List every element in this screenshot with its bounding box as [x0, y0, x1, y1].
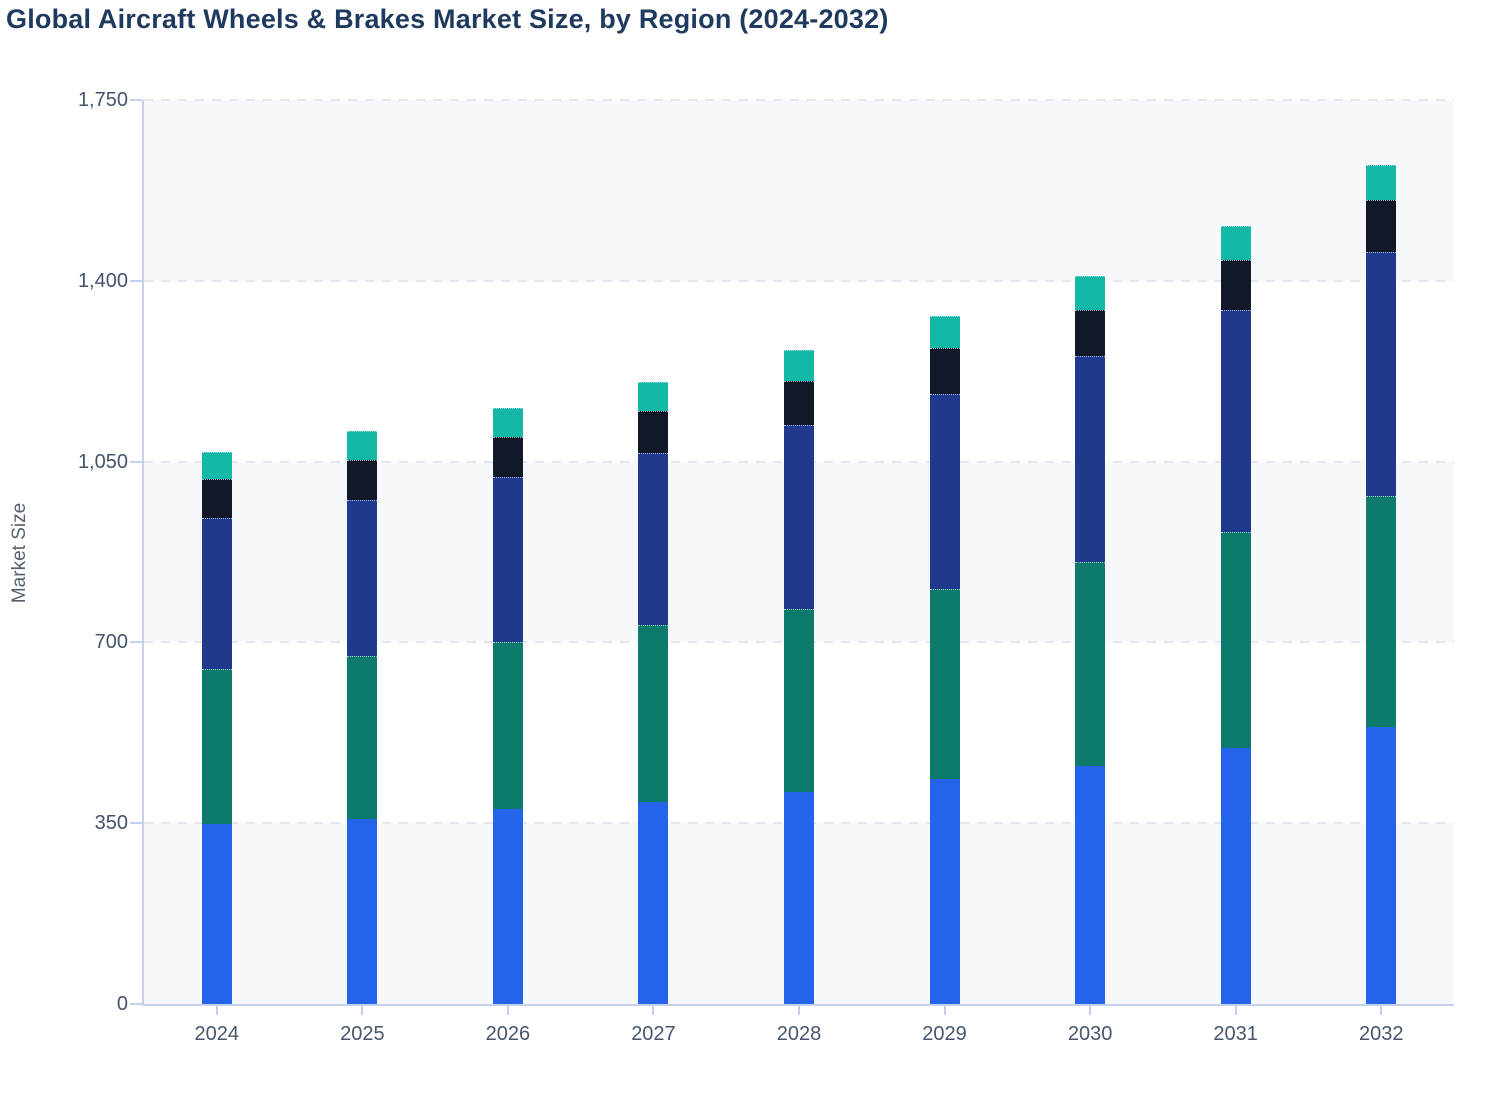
y-tick-label: 1,750	[77, 89, 128, 111]
x-axis-tick	[652, 1004, 655, 1015]
bar-2024	[201, 452, 232, 1004]
bar-2029-2[interactable]	[929, 588, 960, 779]
y-tick-label: 700	[94, 631, 128, 654]
bar-2032-3[interactable]	[1366, 252, 1397, 497]
bar-2027-2[interactable]	[638, 625, 669, 803]
bar-2029-5[interactable]	[929, 316, 960, 348]
y-axis-tick	[130, 641, 142, 644]
bar-2025-1[interactable]	[347, 818, 378, 1004]
plot-area: 0 350 700 1,050 1,400 1,750 2024 2025 2026 2027 20…	[78, 89, 1454, 1045]
x-tick-label: 2031	[1213, 1023, 1258, 1045]
bar-2025-2[interactable]	[347, 655, 378, 819]
x-axis-tick	[361, 1004, 364, 1015]
bar-2032-1[interactable]	[1366, 727, 1397, 1004]
x-axis-tick	[1380, 1004, 1383, 1015]
bar-2026	[492, 407, 523, 1004]
bar-2029-3[interactable]	[929, 393, 960, 589]
bar-2030-5[interactable]	[1075, 275, 1106, 310]
bar-2028-5[interactable]	[784, 350, 814, 382]
bar-2030-3[interactable]	[1075, 356, 1106, 563]
y-axis-tick	[130, 1003, 142, 1005]
bar-2026-5[interactable]	[492, 407, 523, 437]
bar-2031-4[interactable]	[1220, 259, 1251, 310]
x-tick-label: 2026	[485, 1023, 531, 1045]
x-axis-tick	[506, 1004, 509, 1015]
x-tick-label: 2028	[776, 1023, 822, 1045]
gridline	[144, 279, 1454, 282]
x-axis-tick	[943, 1004, 946, 1015]
bar-2028-4[interactable]	[784, 381, 814, 426]
y-tick-label: 1,400	[77, 269, 128, 292]
y-axis-tick	[130, 460, 142, 463]
x-axis-tick	[798, 1004, 800, 1015]
y-tick-label: 0	[116, 993, 128, 1015]
x-tick-label: 2027	[631, 1023, 676, 1045]
bar-2028-3[interactable]	[784, 425, 814, 609]
y-axis-tick	[130, 279, 142, 282]
y-tick-label: 1,050	[77, 450, 128, 473]
bar-2031-1[interactable]	[1220, 748, 1251, 1004]
bar-2031	[1220, 225, 1251, 1004]
bar-2027-5[interactable]	[638, 381, 669, 411]
bar-2026-3[interactable]	[492, 476, 523, 643]
bar-2032-4[interactable]	[1366, 199, 1397, 253]
bar-2025-3[interactable]	[347, 500, 378, 656]
bar-2025-5[interactable]	[347, 430, 378, 461]
bar-2030-2[interactable]	[1075, 562, 1106, 766]
bar-2024-2[interactable]	[201, 668, 232, 825]
bar-2026-2[interactable]	[492, 642, 523, 810]
bar-2025	[347, 430, 378, 1004]
bar-2031-2[interactable]	[1220, 531, 1251, 749]
bar-2031-5[interactable]	[1220, 225, 1251, 260]
x-tick-label: 2029	[922, 1023, 967, 1045]
x-tick-label: 2025	[340, 1023, 385, 1045]
bar-2027-4[interactable]	[638, 411, 669, 453]
bar-2027-1[interactable]	[638, 802, 669, 1004]
bar-2025-4[interactable]	[347, 460, 378, 501]
bar-2032	[1366, 164, 1397, 1004]
y-axis-tick	[130, 822, 142, 825]
bar-2024-1[interactable]	[201, 824, 232, 1004]
bar-2029-1[interactable]	[929, 778, 960, 1004]
x-tick-label: 2030	[1067, 1023, 1113, 1045]
bar-2032-5[interactable]	[1366, 164, 1397, 200]
x-axis-tick	[1234, 1004, 1237, 1015]
y-axis-title: Market Size	[9, 502, 30, 604]
bar-2026-4[interactable]	[492, 436, 523, 477]
bar-2030	[1075, 275, 1106, 1004]
bar-2029	[929, 316, 960, 1004]
bar-2032-2[interactable]	[1366, 496, 1397, 728]
bar-2030-1[interactable]	[1075, 765, 1106, 1004]
gridline	[144, 99, 1454, 101]
bar-2027	[638, 381, 669, 1004]
bar-2024-3[interactable]	[201, 517, 232, 669]
bar-2024-5[interactable]	[201, 452, 232, 480]
bar-2028-1[interactable]	[784, 791, 814, 1004]
x-axis-tick	[215, 1004, 218, 1015]
bar-2024-4[interactable]	[201, 479, 232, 518]
x-axis-tick	[1089, 1004, 1092, 1015]
y-tick-label: 350	[94, 812, 128, 835]
plot-band	[144, 100, 1454, 281]
x-tick-label: 2024	[194, 1023, 240, 1045]
bar-2029-4[interactable]	[929, 347, 960, 394]
bar-2031-3[interactable]	[1220, 309, 1251, 532]
bar-2027-3[interactable]	[638, 452, 669, 626]
page-title: Global Aircraft Wheels & Brakes Market S…	[6, 4, 889, 34]
bar-2030-4[interactable]	[1075, 309, 1106, 357]
x-tick-label: 2032	[1358, 1023, 1404, 1045]
bar-2026-1[interactable]	[492, 809, 523, 1004]
bar-2028-2[interactable]	[784, 608, 814, 792]
y-axis-tick	[130, 99, 142, 101]
bar-2028	[784, 350, 814, 1004]
